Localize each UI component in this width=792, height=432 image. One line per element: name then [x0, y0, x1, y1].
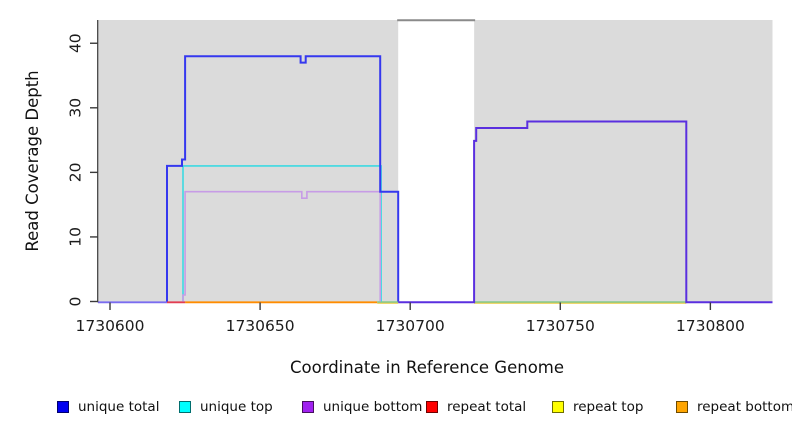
y-tick-label: 40	[67, 33, 85, 53]
legend-label: repeat top	[573, 399, 644, 415]
legend-label: repeat bottom	[697, 399, 792, 415]
legend-swatch-icon	[57, 401, 69, 413]
x-tick-label: 1730650	[226, 317, 295, 335]
plot-area	[97, 19, 773, 303]
legend-swatch-icon	[676, 401, 688, 413]
legend-item-unique-bottom: unique bottom	[302, 398, 422, 416]
legend-item-repeat-top: repeat top	[552, 398, 643, 416]
axes: 0 10 20 30 40 1730600 1730650 1730700 1730750 173…	[67, 20, 745, 335]
y-tick-label: 30	[67, 98, 85, 118]
legend: unique total unique top unique bottom repea…	[0, 398, 792, 422]
legend-item-unique-total: unique total	[57, 398, 159, 416]
x-axis-label: Coordinate in Reference Genome	[290, 358, 564, 377]
x-tick-label: 1730600	[75, 317, 144, 335]
legend-label: unique total	[78, 399, 160, 415]
x-tick-label: 1730800	[676, 317, 745, 335]
y-tick-label: 20	[67, 163, 85, 183]
y-tick-label: 0	[67, 297, 85, 307]
series-unique-total	[166, 55, 400, 302]
x-tick-label: 1730700	[376, 317, 445, 335]
legend-label: unique bottom	[323, 399, 423, 415]
legend-swatch-icon	[302, 401, 314, 413]
coverage-chart: 0 10 20 30 40 1730600 1730650 1730700 1730750 173…	[23, 19, 773, 377]
series-unique-total-and-bottom-right-block	[398, 120, 773, 304]
y-tick-label: 10	[67, 227, 85, 247]
series-lines	[98, 55, 773, 304]
series-unique-bottom	[182, 190, 382, 302]
legend-swatch-icon	[179, 401, 191, 413]
legend-item-repeat-bottom: repeat bottom	[676, 398, 792, 416]
masked-region	[398, 20, 475, 303]
legend-item-repeat-total: repeat total	[426, 398, 526, 416]
series-unique-top	[182, 165, 382, 302]
x-tick-label: 1730750	[526, 317, 595, 335]
legend-label: repeat total	[447, 399, 527, 415]
legend-label: unique top	[200, 399, 273, 415]
y-axis-label: Read Coverage Depth	[23, 70, 42, 251]
legend-swatch-icon	[552, 401, 564, 413]
legend-swatch-icon	[426, 401, 438, 413]
legend-item-unique-top: unique top	[179, 398, 273, 416]
